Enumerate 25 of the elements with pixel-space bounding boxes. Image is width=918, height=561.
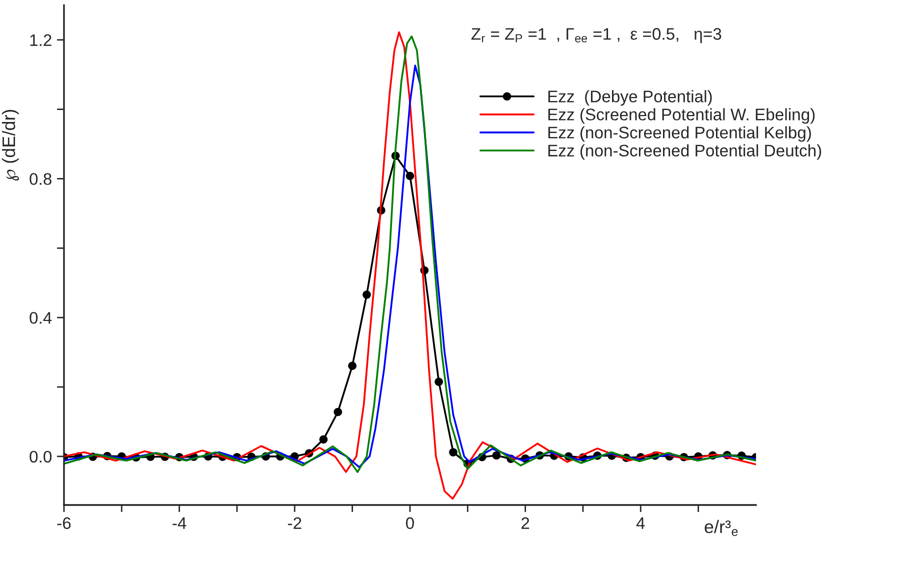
point <box>334 408 342 416</box>
point <box>348 362 356 370</box>
x-tick-label: -6 <box>57 517 71 530</box>
y-tick-label: 0.4 <box>30 312 52 324</box>
point <box>406 172 414 180</box>
x-tick-label: -4 <box>172 517 186 529</box>
legend-label: Ezz (Debye Potential) <box>548 90 712 106</box>
y-axis-title: ℘ (dE/dr) <box>2 110 20 181</box>
legend-label: Ezz (non-Screened Potential Kelbg) <box>548 126 811 142</box>
point <box>492 451 501 460</box>
x-tick-label: -2 <box>288 517 302 529</box>
legend-label: Ezz (Screened Potential W. Ebeling) <box>548 108 815 124</box>
point <box>449 448 458 456</box>
legend-label: Ezz (non-Screened Potential Deutch) <box>548 144 822 160</box>
x-tick-label: 0 <box>406 517 414 530</box>
point <box>319 435 328 444</box>
y-tick-label: 0.0 <box>30 450 52 463</box>
y-tick-label: 0.8 <box>30 173 52 185</box>
point <box>362 290 371 299</box>
point <box>434 378 443 386</box>
annotation: Z$_{r}$ = Z$_{P}$ =1 , Γ$_{ee}$ =1 , ε =0.5, η=3 <box>471 28 722 44</box>
y-tick-label: 1.2 <box>30 34 52 46</box>
x-tick-label: 2 <box>522 517 530 529</box>
x-axis-title: e/r³$_{e}$ <box>704 520 738 536</box>
x-tick-label: 4 <box>636 517 645 529</box>
